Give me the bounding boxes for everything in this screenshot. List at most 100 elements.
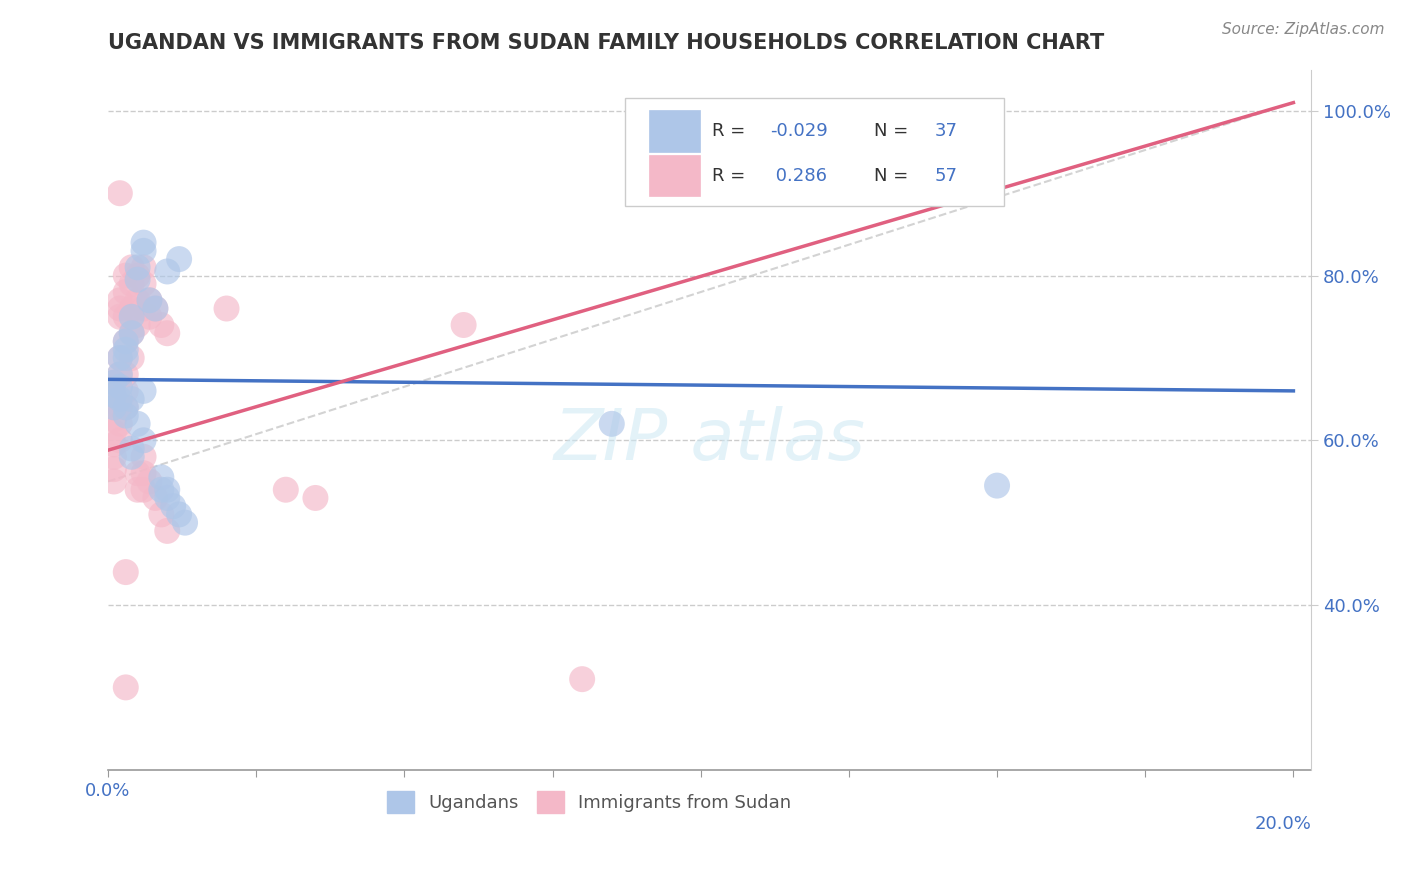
Point <box>103 450 125 464</box>
Point <box>167 508 190 522</box>
Point <box>132 277 155 291</box>
Point <box>114 681 136 695</box>
Point <box>108 417 131 431</box>
Point <box>453 318 475 332</box>
Point <box>156 524 179 538</box>
Text: 57: 57 <box>935 167 957 185</box>
Point <box>132 450 155 464</box>
Point <box>127 273 149 287</box>
Point <box>156 326 179 341</box>
Point <box>274 483 297 497</box>
Text: -0.029: -0.029 <box>769 122 828 140</box>
Point <box>304 491 326 505</box>
Point <box>127 483 149 497</box>
Point <box>108 392 131 406</box>
FancyBboxPatch shape <box>626 98 1004 206</box>
FancyBboxPatch shape <box>650 155 700 196</box>
Point <box>127 268 149 283</box>
Point <box>114 268 136 283</box>
Text: 0.286: 0.286 <box>769 167 827 185</box>
Point <box>138 310 160 324</box>
Point <box>127 467 149 481</box>
Point <box>114 334 136 349</box>
Point <box>121 326 143 341</box>
Text: R =: R = <box>711 122 751 140</box>
Point <box>108 310 131 324</box>
Point <box>103 413 125 427</box>
Point <box>132 235 155 250</box>
Point <box>127 293 149 308</box>
Point <box>138 475 160 489</box>
Text: 20.0%: 20.0% <box>1254 815 1312 833</box>
Point <box>132 467 155 481</box>
Point <box>114 351 136 365</box>
Point <box>114 565 136 579</box>
Point <box>138 293 160 308</box>
Point <box>108 351 131 365</box>
Point <box>103 388 125 402</box>
Point <box>132 483 155 497</box>
Point <box>108 380 131 394</box>
Point <box>986 478 1008 492</box>
Point <box>132 260 155 275</box>
Point <box>132 301 155 316</box>
Point <box>156 264 179 278</box>
Point <box>103 401 125 415</box>
Text: Source: ZipAtlas.com: Source: ZipAtlas.com <box>1222 22 1385 37</box>
Point <box>156 483 179 497</box>
Point <box>114 368 136 382</box>
Point <box>215 301 238 316</box>
Point <box>114 401 136 415</box>
Point <box>150 470 173 484</box>
Point <box>103 462 125 476</box>
Point <box>121 277 143 291</box>
Point <box>114 334 136 349</box>
Text: ZIP atlas: ZIP atlas <box>554 406 866 475</box>
Point <box>156 491 179 505</box>
Point <box>127 417 149 431</box>
Point <box>108 368 131 382</box>
Point <box>145 301 167 316</box>
Point <box>108 401 131 415</box>
Point <box>114 285 136 299</box>
Point <box>600 417 623 431</box>
Point <box>121 301 143 316</box>
Point <box>108 293 131 308</box>
Point <box>138 293 160 308</box>
Point <box>150 508 173 522</box>
Point <box>103 437 125 451</box>
Point <box>167 252 190 266</box>
Point <box>108 368 131 382</box>
Point <box>108 434 131 448</box>
Point <box>108 186 131 201</box>
Text: UGANDAN VS IMMIGRANTS FROM SUDAN FAMILY HOUSEHOLDS CORRELATION CHART: UGANDAN VS IMMIGRANTS FROM SUDAN FAMILY … <box>108 33 1104 53</box>
Point <box>132 434 155 448</box>
Point <box>121 326 143 341</box>
Point <box>121 260 143 275</box>
Point <box>145 301 167 316</box>
Point <box>150 483 173 497</box>
Point <box>121 442 143 456</box>
Point <box>145 491 167 505</box>
Point <box>114 401 136 415</box>
Point <box>103 425 125 439</box>
Point <box>114 409 136 423</box>
Point <box>127 318 149 332</box>
Text: N =: N = <box>875 122 914 140</box>
Point <box>103 376 125 390</box>
Point <box>108 301 131 316</box>
Text: N =: N = <box>875 167 914 185</box>
Point <box>150 318 173 332</box>
Point <box>103 475 125 489</box>
FancyBboxPatch shape <box>650 111 700 152</box>
Legend: Ugandans, Immigrants from Sudan: Ugandans, Immigrants from Sudan <box>380 784 799 821</box>
Point <box>103 401 125 415</box>
Point <box>121 310 143 324</box>
Point <box>127 260 149 275</box>
Point <box>121 450 143 464</box>
Point <box>174 516 197 530</box>
Point <box>114 310 136 324</box>
Point <box>103 388 125 402</box>
Point <box>108 351 131 365</box>
Point <box>162 499 184 513</box>
